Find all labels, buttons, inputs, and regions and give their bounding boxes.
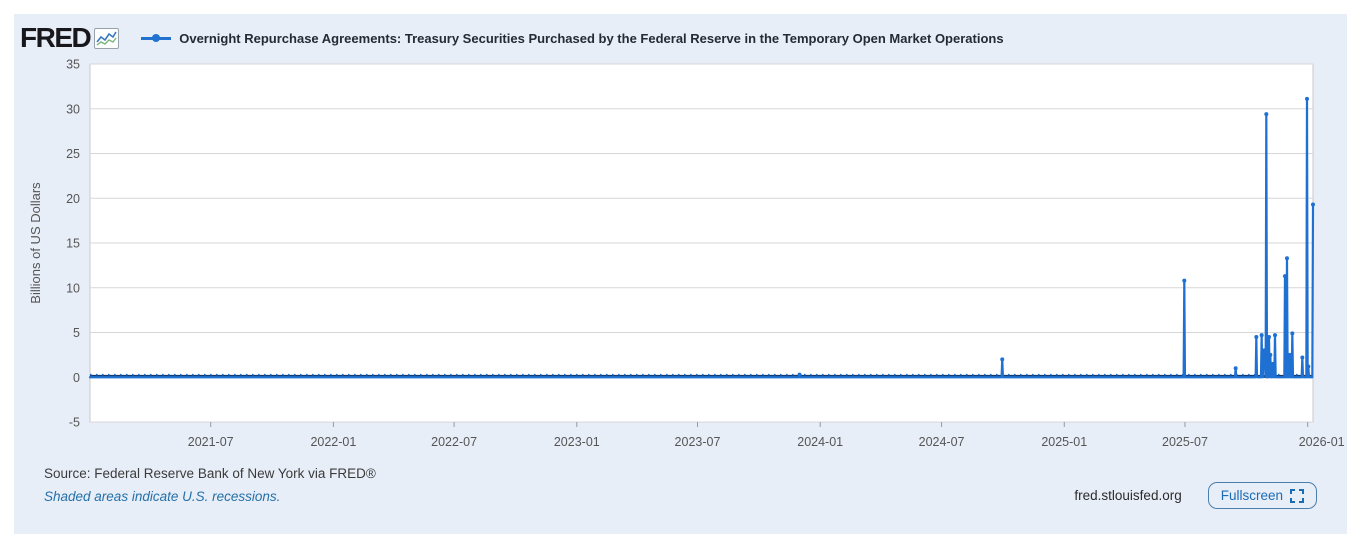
site-link[interactable]: fred.stlouisfed.org <box>1074 488 1182 503</box>
chart-title: Overnight Repurchase Agreements: Treasur… <box>179 30 1004 46</box>
svg-text:10: 10 <box>66 281 80 295</box>
svg-text:5: 5 <box>73 326 80 340</box>
fred-chart-widget: FRED Overnight Repurchase Agreements: Tr… <box>14 14 1347 534</box>
svg-text:2026-01: 2026-01 <box>1299 435 1345 449</box>
svg-text:2022-01: 2022-01 <box>310 435 356 449</box>
chart-plot-area[interactable]: -5 0 5 10 15 20 25 30 35 2021-07 2022-01 2022-07 202… <box>14 58 1347 450</box>
svg-text:0: 0 <box>73 371 80 385</box>
svg-text:30: 30 <box>66 102 80 116</box>
svg-text:35: 35 <box>66 58 80 72</box>
recession-note-link[interactable]: Shaded areas indicate U.S. recessions. <box>44 489 281 504</box>
svg-text:2025-07: 2025-07 <box>1162 435 1208 449</box>
svg-text:2021-07: 2021-07 <box>188 435 234 449</box>
svg-text:2024-07: 2024-07 <box>919 435 965 449</box>
fullscreen-button-label: Fullscreen <box>1220 488 1283 503</box>
svg-text:Billions of US Dollars: Billions of US Dollars <box>28 182 43 304</box>
svg-text:25: 25 <box>66 147 80 161</box>
svg-text:2025-01: 2025-01 <box>1041 435 1087 449</box>
footer-right: fred.stlouisfed.org Fullscreen <box>1074 482 1317 509</box>
svg-text:2023-07: 2023-07 <box>675 435 721 449</box>
fred-logo: FRED <box>20 22 92 53</box>
svg-text:2022-07: 2022-07 <box>431 435 477 449</box>
svg-text:2023-01: 2023-01 <box>554 435 600 449</box>
svg-text:-5: -5 <box>69 416 80 430</box>
svg-text:20: 20 <box>66 192 80 206</box>
line-chart-icon <box>94 27 120 49</box>
svg-text:2024-01: 2024-01 <box>797 435 843 449</box>
chart-header: FRED Overnight Repurchase Agreements: Tr… <box>20 20 1004 56</box>
svg-text:15: 15 <box>66 237 80 251</box>
source-text: Source: Federal Reserve Bank of New York… <box>44 466 376 481</box>
series-line-marker-icon <box>141 33 172 43</box>
fullscreen-button[interactable]: Fullscreen <box>1207 482 1317 509</box>
fullscreen-icon <box>1290 488 1304 503</box>
